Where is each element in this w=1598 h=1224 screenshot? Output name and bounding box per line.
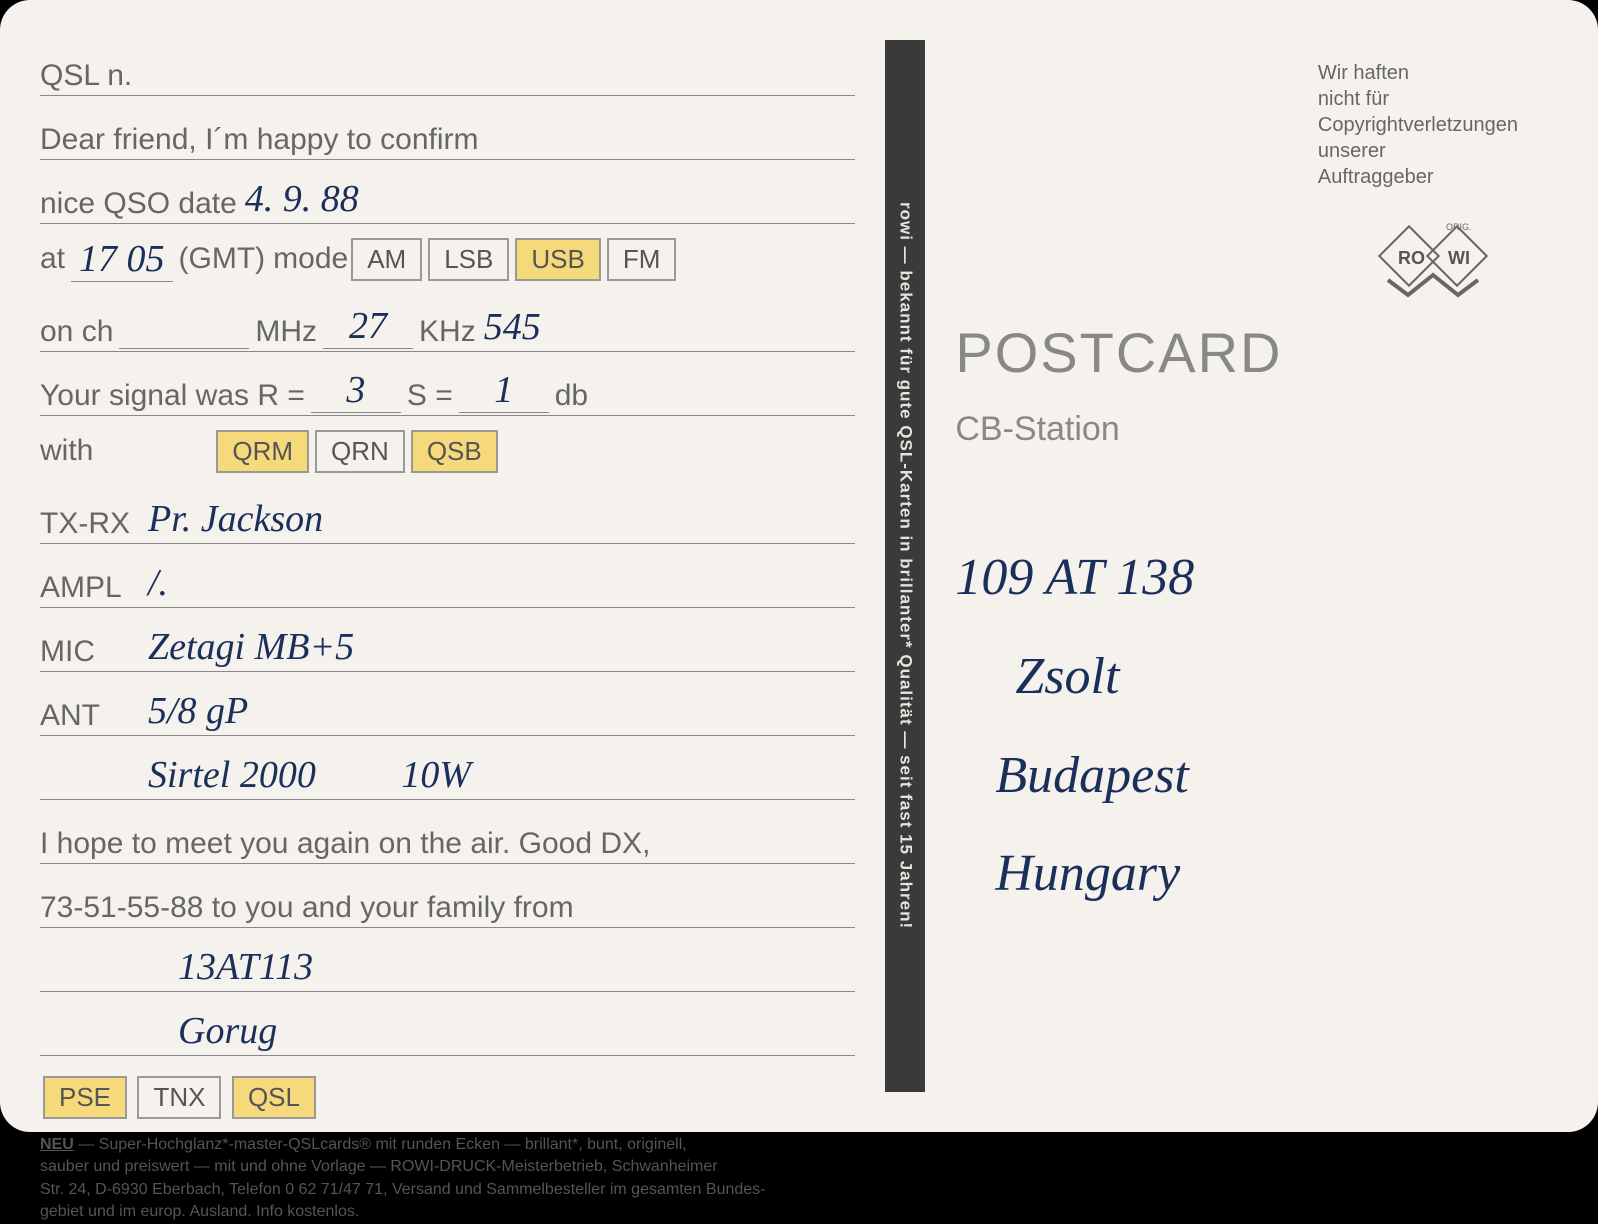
- khz-value: 545: [476, 305, 549, 349]
- copyright-line3: Copyrightverletzungen: [1318, 112, 1518, 138]
- ampl-label: AMPL: [40, 571, 140, 605]
- address-line4: Hungary: [955, 825, 1558, 924]
- with-line: with QRM QRN QSB: [40, 424, 855, 480]
- ant-line2: Sirtel 2000 10W: [40, 744, 855, 800]
- footer-line3: Str. 24, D-6930 Eberbach, Telefon 0 62 7…: [40, 1181, 765, 1198]
- txrx-line: TX-RX Pr. Jackson: [40, 488, 855, 544]
- txrx-label: TX-RX: [40, 507, 140, 541]
- postcard-container: QSL n. Dear friend, I´m happy to confirm…: [0, 0, 1598, 1132]
- signal-label: Your signal was R =: [40, 379, 305, 413]
- ant-label: ANT: [40, 699, 140, 733]
- ampl-value: /.: [140, 561, 176, 605]
- on-ch-value: [119, 348, 249, 349]
- address-line1: 109 AT 138: [955, 529, 1558, 628]
- mode-fm: FM: [607, 238, 677, 281]
- qso-date-line: nice QSO date 4. 9. 88: [40, 168, 855, 224]
- address-line2: Zsolt: [955, 628, 1558, 727]
- s-value: 1: [459, 368, 549, 413]
- box-pse: PSE: [43, 1076, 127, 1119]
- center-divider: rowi — bekannt für gute QSL-Karten in br…: [885, 40, 925, 1092]
- signal-qsb: QSB: [411, 430, 498, 473]
- logo-wi: WI: [1448, 248, 1470, 268]
- hope-text: I hope to meet you again on the air. Goo…: [40, 827, 650, 861]
- qso-date-label: nice QSO date: [40, 187, 237, 221]
- at-time-value: 17 05: [71, 237, 173, 282]
- left-panel: QSL n. Dear friend, I´m happy to confirm…: [40, 40, 885, 1092]
- copyright-line5: Auftraggeber: [1318, 164, 1518, 190]
- copyright-line1: Wir haften: [1318, 60, 1518, 86]
- txrx-value: Pr. Jackson: [140, 497, 331, 541]
- copyright-line4: unserer: [1318, 138, 1518, 164]
- greeting-text: Dear friend, I´m happy to confirm: [40, 123, 479, 157]
- rowi-logo: RO WI ORIG.: [1368, 220, 1498, 310]
- copyright-line2: nicht für: [1318, 86, 1518, 112]
- greeting-line: Dear friend, I´m happy to confirm: [40, 104, 855, 160]
- ant-line2-value: Sirtel 2000 10W: [140, 753, 479, 797]
- signal-line: Your signal was R = 3 S = 1 db: [40, 360, 855, 416]
- logo-ro: RO: [1398, 248, 1425, 268]
- mode-usb: USB: [515, 238, 600, 281]
- numbers-line: 73-51-55-88 to you and your family from: [40, 872, 855, 928]
- qsl-line: QSL n.: [40, 40, 855, 96]
- r-value: 3: [311, 368, 401, 413]
- footer-text: NEU — Super-Hochglanz*-master-QSLcards® …: [40, 1134, 855, 1224]
- address-block: 109 AT 138 Zsolt Budapest Hungary: [955, 529, 1558, 924]
- ant-value: 5/8 gP: [140, 689, 256, 733]
- qso-date-value: 4. 9. 88: [237, 177, 367, 221]
- box-qsl: QSL: [232, 1076, 316, 1119]
- box-tnx: TNX: [137, 1076, 221, 1119]
- from-callsign: 13AT113: [170, 945, 321, 989]
- s-label: S =: [407, 379, 453, 413]
- hope-line: I hope to meet you again on the air. Goo…: [40, 808, 855, 864]
- logo-orig: ORIG.: [1446, 222, 1472, 232]
- numbers-text: 73-51-55-88 to you and your family from: [40, 891, 574, 925]
- footer-line4: gebiet und im europ. Ausland. Info koste…: [40, 1203, 359, 1220]
- mic-label: MIC: [40, 635, 140, 669]
- ampl-line: AMPL /.: [40, 552, 855, 608]
- mic-value: Zetagi MB+5: [140, 625, 362, 669]
- mic-line: MIC Zetagi MB+5: [40, 616, 855, 672]
- signal-qrm: QRM: [216, 430, 309, 473]
- address-line3: Budapest: [955, 727, 1558, 826]
- mode-line: at 17 05 (GMT) mode AM LSB USB FM: [40, 232, 855, 288]
- mode-lsb: LSB: [428, 238, 509, 281]
- khz-label: KHz: [419, 315, 476, 349]
- divider-text: rowi — bekannt für gute QSL-Karten in br…: [895, 202, 915, 929]
- signal-qrn: QRN: [315, 430, 405, 473]
- callsign-line: 13AT113: [40, 936, 855, 992]
- signature: Gorug: [170, 1009, 285, 1053]
- footer-line2: sauber und preiswert — mit und ohne Vorl…: [40, 1158, 718, 1175]
- ant-line: ANT 5/8 gP: [40, 680, 855, 736]
- cb-station-label: CB-Station: [955, 410, 1558, 449]
- at-label: at: [40, 242, 65, 276]
- gmt-label: (GMT): [179, 242, 266, 276]
- copyright-notice: Wir haften nicht für Copyrightverletzung…: [1318, 60, 1518, 190]
- mhz-value: 27: [323, 304, 413, 349]
- postcard-title: POSTCARD: [955, 320, 1558, 385]
- on-ch-label: on ch: [40, 315, 113, 349]
- footer-neu: NEU: [40, 1136, 74, 1153]
- with-label: with: [40, 434, 93, 468]
- mode-am: AM: [351, 238, 422, 281]
- mode-label: mode: [273, 242, 348, 276]
- mhz-label: MHz: [255, 315, 317, 349]
- db-label: db: [555, 379, 588, 413]
- right-panel: Wir haften nicht für Copyrightverletzung…: [925, 40, 1558, 1092]
- footer-line1: — Super-Hochglanz*-master-QSLcards® mit …: [74, 1136, 687, 1153]
- frequency-line: on ch MHz 27 KHz 545: [40, 296, 855, 352]
- bottom-boxes: PSE TNX QSL: [40, 1076, 855, 1119]
- qsl-label: QSL n.: [40, 59, 132, 93]
- signature-line: Gorug: [40, 1000, 855, 1056]
